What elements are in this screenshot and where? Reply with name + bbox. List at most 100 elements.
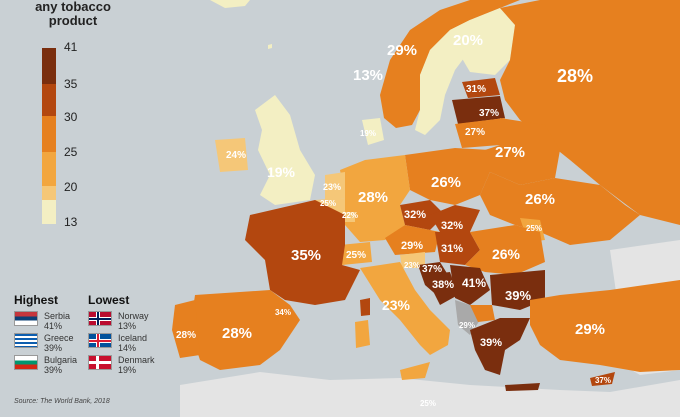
sicily-shape: [400, 362, 430, 380]
value-label-russia: 28%: [557, 66, 593, 86]
corsica-shape: [360, 298, 370, 316]
lowest-heading: Lowest: [88, 293, 130, 307]
value-label-hungary: 31%: [441, 243, 463, 255]
serbia-flag-icon: [14, 311, 38, 326]
slovenia-shape: [400, 252, 425, 268]
value-label-belgium: 25%: [320, 199, 336, 208]
lowest-item-3: Denmark 19%: [118, 355, 155, 375]
legend-panel: any tobacco product 41 35 30 25 20 13 Hi…: [0, 0, 155, 417]
scale-band-4: [42, 152, 56, 186]
greece-shape: [470, 318, 530, 375]
value-label-poland: 26%: [431, 174, 461, 191]
italy-shape: [360, 262, 450, 355]
portugal-shape: [172, 300, 200, 358]
france-shape: [245, 200, 360, 305]
scale-bottom-band: [42, 200, 56, 224]
czechia-shape: [400, 200, 445, 230]
denmark-flag-icon: [88, 355, 112, 370]
scale-band-3: [42, 116, 56, 152]
value-label-lithuania: 27%: [465, 127, 485, 138]
value-label-moldova: 25%: [526, 224, 542, 233]
value-label-spain: 28%: [222, 325, 252, 342]
finland-shape: [450, 8, 515, 75]
value-label-ireland: 24%: [226, 150, 246, 161]
netherlands-shape: [325, 172, 345, 200]
serbia-shape: [450, 265, 490, 305]
value-label-cyprus: 37%: [595, 376, 611, 385]
sardinia-shape: [355, 320, 370, 348]
value-label-switzerland: 25%: [346, 250, 366, 261]
greece-flag-icon: [14, 333, 38, 348]
value-label-germany: 28%: [358, 189, 388, 206]
poland-shape: [405, 148, 490, 205]
hungary-shape: [435, 232, 480, 265]
value-label-ukraine: 26%: [525, 191, 555, 208]
value-label-croatia: 37%: [422, 264, 442, 275]
north-africa: [180, 372, 680, 417]
value-label-denmark: 19%: [360, 129, 376, 138]
romania-shape: [465, 225, 545, 275]
value-label-united-kingdom: 19%: [267, 164, 296, 180]
scale-tick-35: 35: [64, 77, 78, 91]
value-label-sweden: 13%: [353, 67, 383, 84]
value-label-czechia: 32%: [404, 209, 426, 221]
highest-heading: Highest: [14, 293, 59, 307]
bosnia-shape: [425, 272, 458, 305]
austria-shape: [385, 225, 440, 255]
iceland-flag-icon: [88, 333, 112, 348]
scale-tick-41: 41: [64, 40, 78, 54]
cyprus-shape: [590, 372, 615, 386]
value-label-bosnia: 38%: [432, 279, 454, 291]
norway-shape: [380, 0, 520, 128]
slovakia-shape: [430, 205, 480, 232]
color-scale-bar: [42, 48, 56, 224]
russia-shape: [500, 0, 680, 225]
highest-item-2: Greece 39%: [44, 333, 74, 353]
value-label-slovakia: 32%: [441, 220, 463, 232]
value-label-slovenia: 23%: [404, 261, 420, 270]
crete-shape: [505, 383, 540, 391]
legend-title: any tobacco product: [35, 0, 111, 28]
ukraine-shape: [480, 172, 640, 245]
value-label-portugal: 28%: [176, 330, 196, 341]
highest-item-1: Serbia 41%: [44, 311, 71, 331]
uk-shape: [255, 95, 315, 205]
norway-flag-icon: [88, 311, 112, 326]
highest-item-3: Bulgaria 39%: [44, 355, 78, 375]
lowest-item-2: Iceland 14%: [118, 333, 148, 353]
ireland-shape: [215, 138, 248, 172]
value-label-netherlands: 23%: [323, 182, 341, 192]
scale-tick-13: 13: [64, 215, 78, 229]
balkan-grey: [455, 300, 480, 335]
scale-tick-25: 25: [64, 145, 78, 159]
value-label-france: 35%: [291, 247, 321, 264]
scale-tick-30: 30: [64, 110, 78, 124]
value-label-romania: 26%: [492, 246, 521, 262]
value-label-north-macedonia: 29%: [459, 321, 475, 330]
value-label-finland: 20%: [453, 32, 483, 49]
denmark-shape: [362, 118, 384, 145]
sweden-shape: [415, 20, 470, 135]
latvia-shape: [452, 96, 505, 124]
value-label-luxembourg: 22%: [342, 211, 358, 220]
value-label-corsica: 34%: [275, 308, 291, 317]
value-label-austria: 29%: [401, 240, 423, 252]
macedonia-shape: [470, 305, 495, 322]
spain-shape: [190, 290, 300, 370]
value-label-estonia: 31%: [466, 84, 486, 95]
value-label-latvia: 37%: [479, 108, 499, 119]
estonia-shape: [462, 78, 500, 98]
scale-band-1: [42, 48, 56, 84]
faroe-shape: [268, 44, 272, 49]
switzerland-shape: [340, 242, 372, 265]
iceland-shape: [210, 0, 250, 8]
value-label-malta: 25%: [420, 399, 436, 408]
belarus-shape: [485, 118, 560, 185]
value-label-serbia: 41%: [462, 276, 486, 290]
bulgaria-flag-icon: [14, 355, 38, 370]
turkey-shape: [530, 280, 680, 372]
lithuania-shape: [455, 118, 505, 148]
value-label-belarus: 27%: [495, 144, 525, 161]
